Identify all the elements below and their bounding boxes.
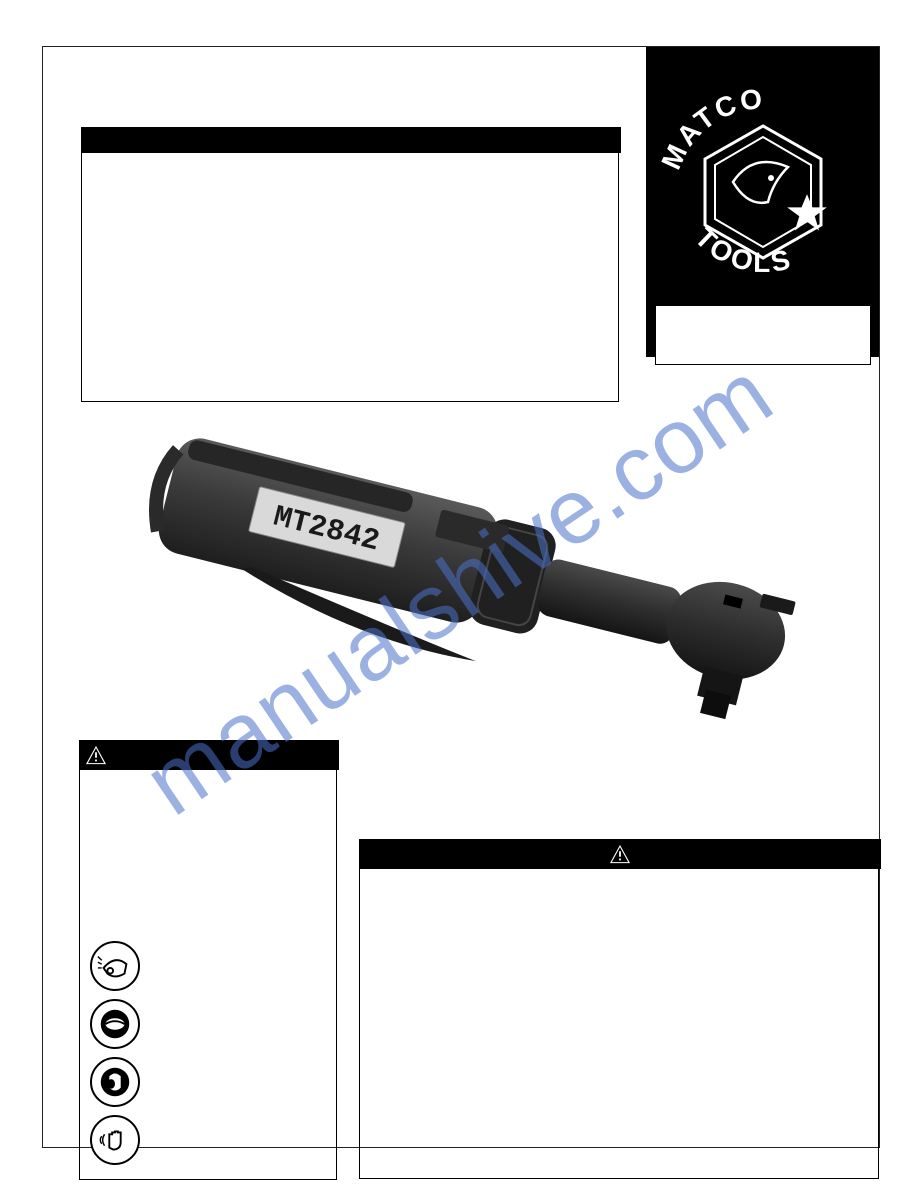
matco-tools-logo: MATCO TOOLS	[646, 47, 879, 297]
right-warning-box	[359, 839, 879, 1179]
description-box-header	[81, 127, 621, 153]
left-warning-header	[79, 740, 339, 770]
svg-text:MATCO: MATCO	[655, 83, 766, 174]
respirator-icon	[90, 941, 140, 991]
brand-logo-block: MATCO TOOLS	[646, 47, 879, 357]
model-number-box	[655, 305, 871, 365]
hearing-protection-icon	[90, 1057, 140, 1107]
description-box	[81, 127, 619, 402]
hand-vibration-icon	[90, 1115, 140, 1165]
eye-protection-icon	[90, 999, 140, 1049]
left-warning-box	[79, 740, 337, 1180]
hazard-triangle-icon	[609, 844, 631, 864]
ppe-icon-stack	[90, 941, 140, 1165]
hazard-triangle-icon	[85, 745, 107, 765]
product-image: MT2842	[123, 417, 853, 767]
logo-text-top: MATCO	[655, 83, 766, 174]
page-frame: MATCO TOOLS	[42, 46, 880, 1148]
right-warning-header	[359, 839, 881, 869]
